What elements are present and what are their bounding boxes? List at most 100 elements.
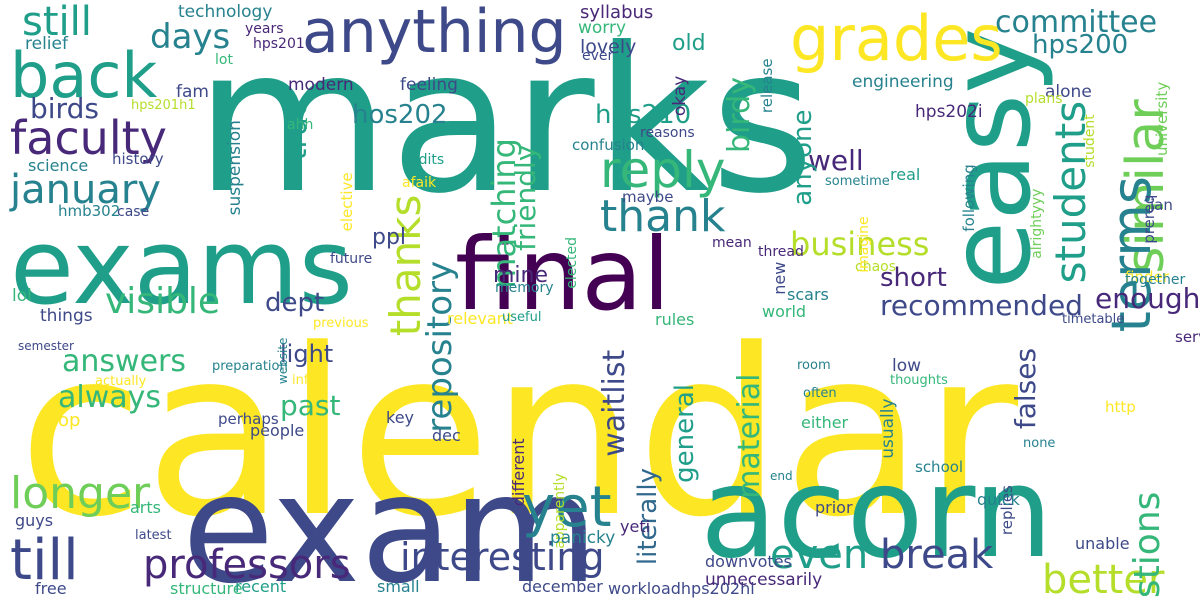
word-serves: serves [1175, 328, 1200, 346]
word-world: world [762, 302, 807, 321]
word-alone: alone [1045, 82, 1092, 102]
word-useful: useful [502, 310, 542, 325]
word-yeti: yeti [620, 517, 651, 536]
word-prior: prior [815, 498, 853, 517]
word-relevant: relevant [447, 309, 514, 328]
word-hps201h1: hps201h1 [131, 98, 196, 113]
word-school: school [915, 458, 964, 476]
word-hps202i: hps202i [915, 102, 983, 122]
word-lovely: lovely [580, 36, 637, 58]
word-acorn: acorn [700, 439, 1054, 586]
word-university: university [1153, 81, 1171, 156]
word-case: case [117, 204, 150, 220]
word-finder: finder [1125, 268, 1169, 286]
word-ppl: ppl [372, 225, 407, 250]
word-years: years [245, 21, 284, 37]
word-december: december [522, 577, 603, 596]
word-thank: thank [600, 191, 726, 242]
word-final: final [455, 216, 671, 333]
word-chaos: chaos [855, 259, 897, 275]
word-people: people [250, 421, 305, 440]
word-waitlist: waitlist [597, 349, 632, 457]
word-dec: dec [432, 426, 461, 445]
word-following: following [960, 164, 978, 232]
word-workloadhps202hi: workloadhps202hi [608, 579, 755, 598]
word-general: general [670, 384, 700, 483]
word-okay: okay [670, 75, 690, 117]
word-jan: jan [1150, 196, 1173, 214]
word-break: break [880, 532, 994, 578]
word-none: none [1023, 436, 1056, 451]
word-downvotes: downvotes [705, 552, 792, 571]
word-still: still [22, 0, 92, 45]
word-real: real [890, 165, 921, 184]
word-room: room [797, 358, 831, 373]
word-maybe: maybe [622, 188, 674, 206]
word-till: till [10, 528, 79, 593]
word-well: well [808, 144, 864, 177]
word-ahh: ahh [287, 117, 314, 133]
word-unnecessarily: unnecessarily [705, 570, 823, 590]
word-semester: semester [18, 339, 74, 353]
word-release: release [758, 58, 776, 114]
word-elective: elective [338, 172, 356, 232]
word-modern: modern [288, 75, 354, 95]
word-memory: memory [495, 280, 554, 296]
word-anything: anything [302, 0, 567, 67]
word-thread: thread [758, 244, 804, 260]
word-history: history [112, 150, 164, 168]
word-new: new [770, 261, 789, 295]
word-recommended: recommended [880, 289, 1083, 322]
word-sometime: sometime [825, 174, 890, 189]
word-perhaps: perhaps [218, 410, 279, 428]
word-timetable: timetable [1062, 312, 1125, 327]
word-small: small [377, 577, 420, 596]
word-hps210: hps210 [595, 100, 692, 130]
word-http: http [1105, 398, 1136, 416]
word-actually: actually [95, 374, 147, 389]
word-friendly: friendly [509, 144, 542, 251]
word-faculty: faculty [10, 111, 167, 165]
word-key: key [386, 408, 415, 427]
word-free: free [35, 579, 67, 598]
word-repository: repository [420, 260, 460, 433]
word-lol: lol [12, 286, 32, 306]
word-past: past [280, 389, 341, 422]
word-op: op [58, 410, 81, 431]
word-short: short [880, 263, 947, 293]
word-syllabus: syllabus [580, 2, 654, 23]
word-dept: dept [265, 288, 325, 318]
word-rules: rules [655, 310, 695, 329]
word-future: future [330, 251, 373, 267]
word-fam: fam [176, 82, 209, 102]
word-professors: professors [143, 542, 351, 588]
word-previous: previous [313, 316, 369, 331]
word-hps200: hps200 [1032, 30, 1129, 60]
word-usually: usually [878, 398, 898, 459]
word-student: student [1082, 114, 1098, 168]
word-exams: exams [10, 206, 353, 328]
word-unable: unable [1075, 534, 1130, 553]
word-worry: worry [578, 18, 627, 38]
word-plans: plans [1025, 91, 1063, 107]
word-arts: arts [130, 498, 161, 517]
word-science: science [28, 156, 89, 175]
word-interesting: interesting [400, 535, 605, 579]
word-grades: grades [790, 2, 1003, 75]
word-falses: falses [1009, 347, 1042, 430]
word-even: even [770, 532, 869, 578]
word-birds: birds [30, 92, 99, 125]
word-committee: committee [995, 5, 1158, 40]
word-afaik: afaik [402, 175, 437, 191]
word-preparation: preparation [212, 359, 288, 374]
word-mean: mean [712, 235, 752, 251]
word-hmb302: hmb302 [58, 202, 121, 220]
word-ever: ever [582, 48, 614, 64]
word-recent: recent [235, 577, 287, 596]
word-visible: visible [105, 281, 221, 322]
word-better: better [1042, 557, 1165, 600]
word-questions: questions [1127, 491, 1168, 600]
word-confusion: confusion [572, 136, 645, 154]
word-structure: structure [170, 579, 243, 598]
